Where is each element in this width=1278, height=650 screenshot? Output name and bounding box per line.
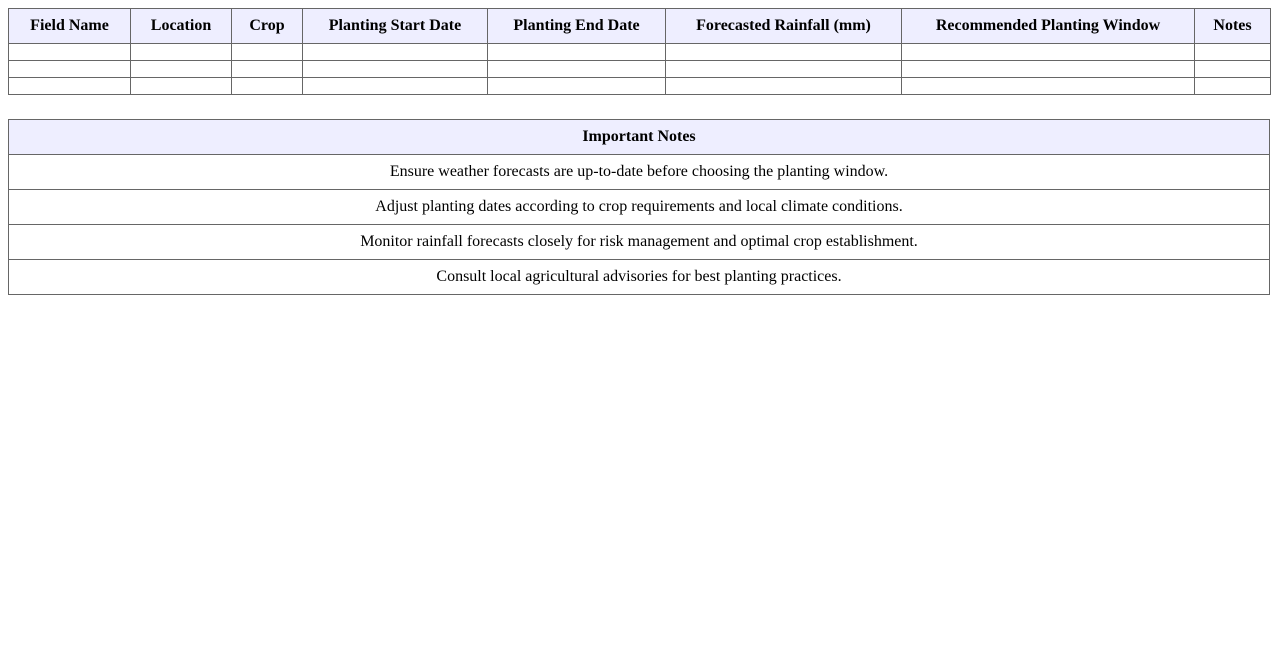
note-text: Monitor rainfall forecasts closely for r… [8,224,1270,260]
note-row: Consult local agricultural advisories fo… [8,259,1270,295]
column-header-planting-end-date: Planting End Date [487,8,666,44]
table-row [8,77,1271,95]
planting-schedule-table: Field Name Location Crop Planting Start … [8,8,1271,95]
table-cell [665,60,902,78]
column-header-planting-start-date: Planting Start Date [302,8,488,44]
table-cell [665,77,902,95]
table-cell [901,43,1195,61]
note-text: Ensure weather forecasts are up-to-date … [8,154,1270,190]
table-cell [487,43,666,61]
table-cell [8,60,131,78]
table-cell [231,60,303,78]
table-cell [130,43,232,61]
table-cell [231,43,303,61]
header-row: Field Name Location Crop Planting Start … [8,8,1271,44]
table-cell [1194,77,1271,95]
table-cell [901,60,1195,78]
table-cell [1194,43,1271,61]
note-text: Consult local agricultural advisories fo… [8,259,1270,295]
important-notes-table: Important Notes Ensure weather forecasts… [8,119,1270,295]
column-header-forecasted-rainfall: Forecasted Rainfall (mm) [665,8,902,44]
column-header-recommended-window: Recommended Planting Window [901,8,1195,44]
table-cell [1194,60,1271,78]
table-cell [302,60,488,78]
table-cell [487,60,666,78]
note-text: Adjust planting dates according to crop … [8,189,1270,225]
table-cell [231,77,303,95]
table-cell [487,77,666,95]
column-header-field-name: Field Name [8,8,131,44]
note-row: Monitor rainfall forecasts closely for r… [8,224,1270,260]
note-row: Ensure weather forecasts are up-to-date … [8,154,1270,190]
notes-title: Important Notes [8,119,1270,155]
table-cell [130,60,232,78]
table-cell [8,77,131,95]
column-header-notes: Notes [1194,8,1271,44]
column-header-crop: Crop [231,8,303,44]
note-row: Adjust planting dates according to crop … [8,189,1270,225]
column-header-location: Location [130,8,232,44]
table-cell [665,43,902,61]
table-cell [302,43,488,61]
table-row [8,60,1271,78]
table-cell [302,77,488,95]
table-cell [130,77,232,95]
table-row [8,43,1271,61]
table-cell [8,43,131,61]
notes-header-row: Important Notes [8,119,1270,155]
table-cell [901,77,1195,95]
